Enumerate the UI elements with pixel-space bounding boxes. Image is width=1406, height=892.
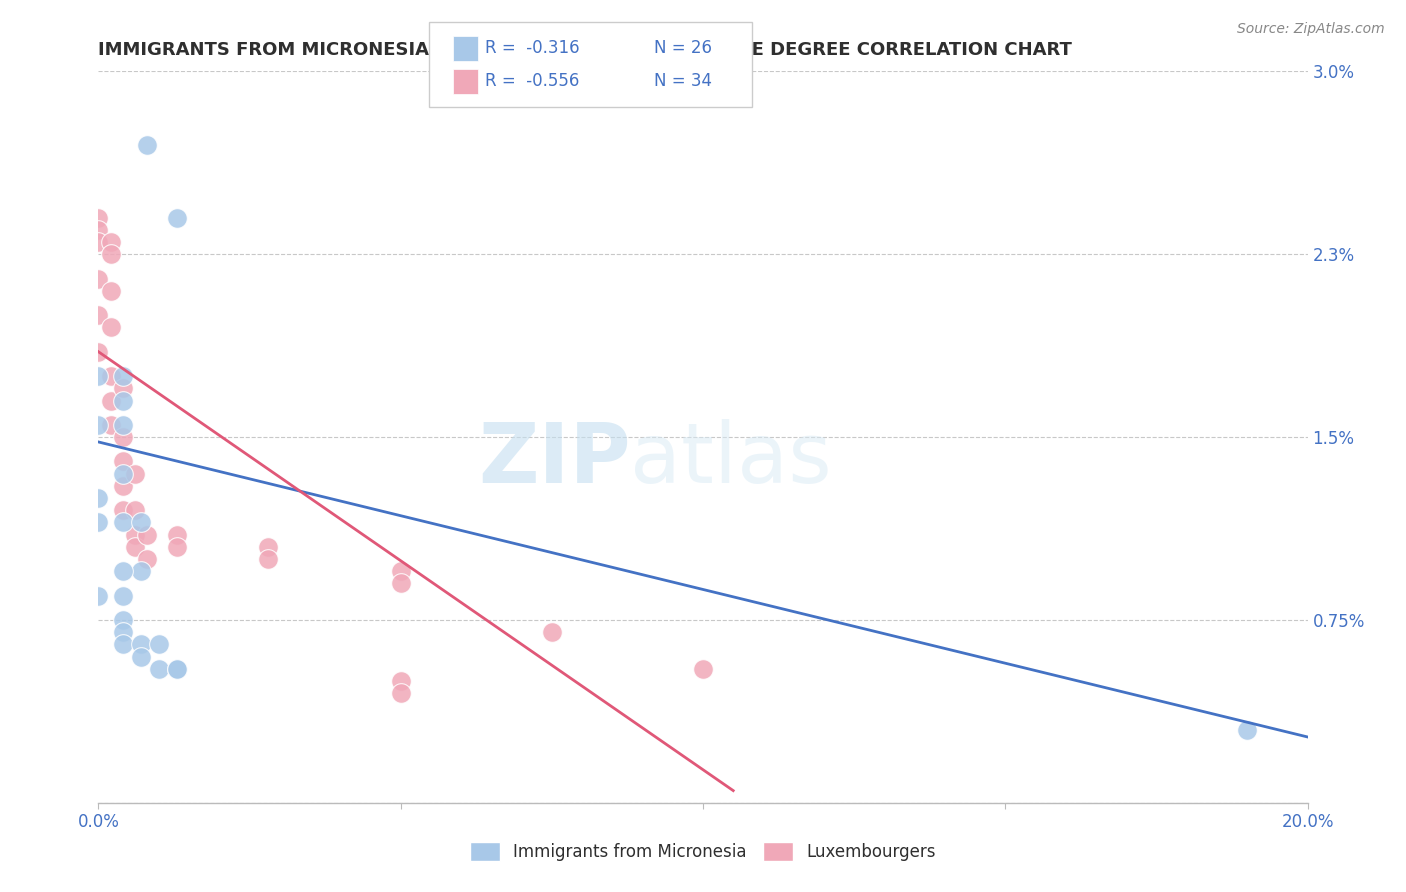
Text: N = 26: N = 26 [654,39,711,57]
Point [111,467,134,481]
Point [87,211,110,225]
Point [256,552,278,566]
Text: ZIP: ZIP [478,418,630,500]
Point [87,271,110,285]
Point [111,369,134,384]
Point [111,564,134,578]
Point [129,564,152,578]
Point [389,564,412,578]
Point [166,662,188,676]
Point [111,430,134,444]
Point [100,417,122,432]
Point [100,393,122,408]
Point [87,223,110,237]
Point [389,686,412,700]
Point [129,516,152,530]
Point [87,308,110,322]
Point [135,527,157,541]
Text: N = 34: N = 34 [654,72,711,90]
Point [166,211,188,225]
Point [111,625,134,640]
Point [100,369,122,384]
Point [111,393,134,408]
Point [389,673,412,688]
Point [166,540,188,554]
Point [111,381,134,395]
Point [100,235,122,249]
Point [135,137,157,152]
Point [100,320,122,334]
Point [148,662,170,676]
Point [389,576,412,591]
Text: R =  -0.556: R = -0.556 [485,72,579,90]
Point [87,235,110,249]
Point [111,589,134,603]
Point [129,649,152,664]
Point [100,247,122,261]
Point [87,516,110,530]
Point [124,540,146,554]
Point [166,662,188,676]
Point [692,662,714,676]
Point [124,503,146,517]
Point [111,516,134,530]
Point [87,491,110,505]
Text: Source: ZipAtlas.com: Source: ZipAtlas.com [1237,22,1385,37]
Point [111,479,134,493]
Point [166,527,188,541]
Point [148,637,170,651]
Point [87,589,110,603]
Text: R =  -0.316: R = -0.316 [485,39,579,57]
Point [100,284,122,298]
Point [111,503,134,517]
Point [540,625,562,640]
Legend: Immigrants from Micronesia, Luxembourgers: Immigrants from Micronesia, Luxembourger… [463,835,943,868]
Point [124,467,146,481]
Point [135,552,157,566]
Text: IMMIGRANTS FROM MICRONESIA VS LUXEMBOURGER DOCTORATE DEGREE CORRELATION CHART: IMMIGRANTS FROM MICRONESIA VS LUXEMBOURG… [98,41,1073,59]
Point [87,417,110,432]
Point [111,637,134,651]
Point [87,369,110,384]
Point [87,344,110,359]
Point [129,637,152,651]
Point [111,613,134,627]
Point [111,454,134,468]
Point [111,417,134,432]
Point [256,540,278,554]
Point [124,527,146,541]
Point [1236,723,1258,737]
Text: atlas: atlas [630,418,832,500]
